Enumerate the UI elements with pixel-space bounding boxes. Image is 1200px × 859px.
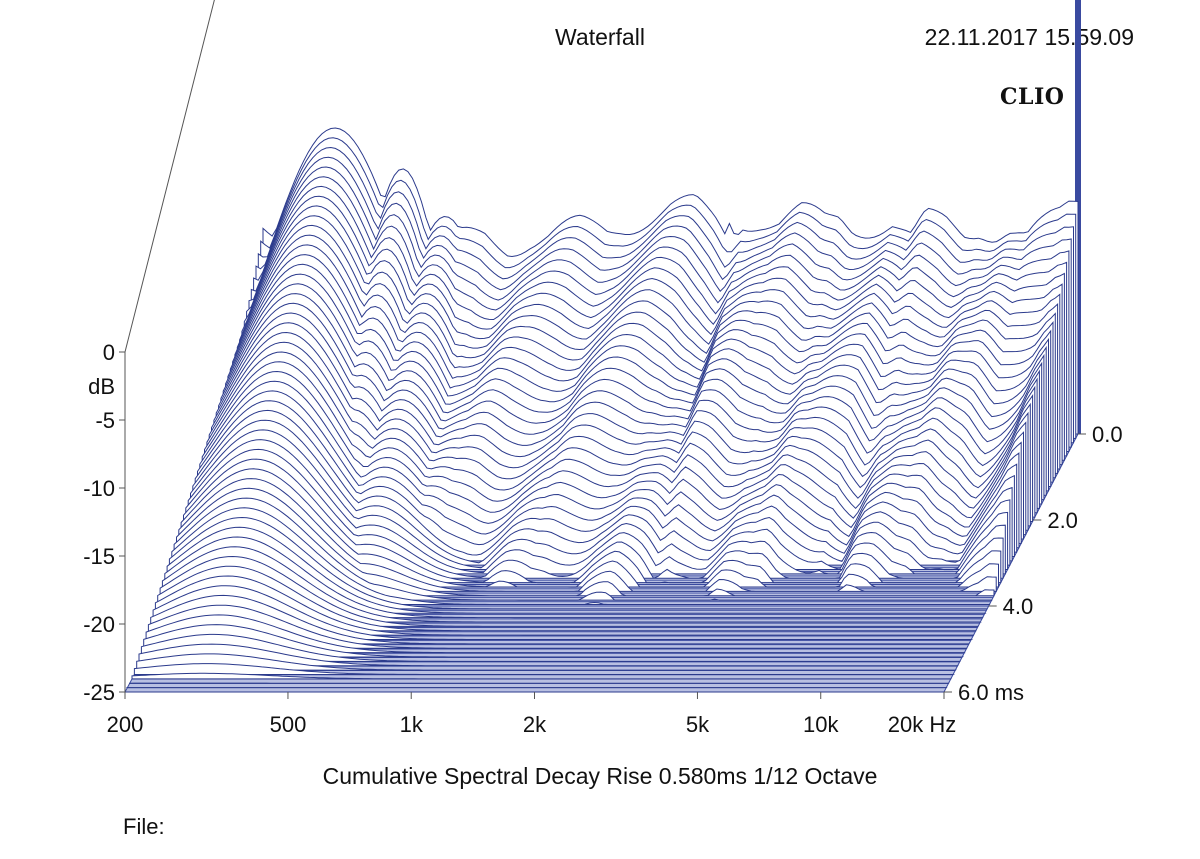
file-label: File: — [123, 814, 165, 839]
t-tick-label: 6.0 ms — [958, 680, 1024, 705]
y-axis-label: dB — [88, 374, 115, 399]
x-tick-label: 2k — [523, 712, 547, 737]
decay-slices — [125, 127, 1079, 693]
y-tick-label: -15 — [83, 544, 115, 569]
back-wall-outline — [124, 0, 215, 353]
x-tick-label: 10k — [803, 712, 839, 737]
y-tick-label: -10 — [83, 476, 115, 501]
decay-slice — [182, 458, 1002, 584]
x-axis: 200 500 1k 2k 5k 10k 20k Hz — [107, 692, 956, 737]
chart-subtitle: Cumulative Spectral Decay Rise 0.580ms 1… — [322, 763, 878, 789]
x-tick-label: 1k — [400, 712, 424, 737]
t-tick-label: 4.0 — [1003, 594, 1034, 619]
x-tick-label: 200 — [107, 712, 144, 737]
clio-logo: CLIO — [1000, 84, 1065, 110]
time-axis: 0.0 2.0 4.0 6.0 ms — [944, 422, 1123, 705]
decay-slice — [131, 672, 952, 680]
t-tick-label: 0.0 — [1092, 422, 1123, 447]
t-tick-label: 2.0 — [1047, 508, 1078, 533]
x-tick-label: 500 — [270, 712, 307, 737]
y-tick-label: -25 — [83, 680, 115, 705]
y-tick-label: -5 — [95, 408, 115, 433]
timestamp: 22.11.2017 15.59.09 — [924, 24, 1134, 50]
y-tick-label: 0 — [103, 340, 115, 365]
decay-slice — [185, 448, 1004, 579]
y-tick-label: -20 — [83, 612, 115, 637]
x-tick-label: 20k Hz — [888, 712, 956, 737]
y-axis: 0 -5 -10 -15 -20 -25 dB — [83, 340, 126, 705]
x-tick-label: 5k — [686, 712, 710, 737]
decay-slice — [187, 439, 1006, 575]
chart-title: Waterfall — [555, 24, 645, 50]
